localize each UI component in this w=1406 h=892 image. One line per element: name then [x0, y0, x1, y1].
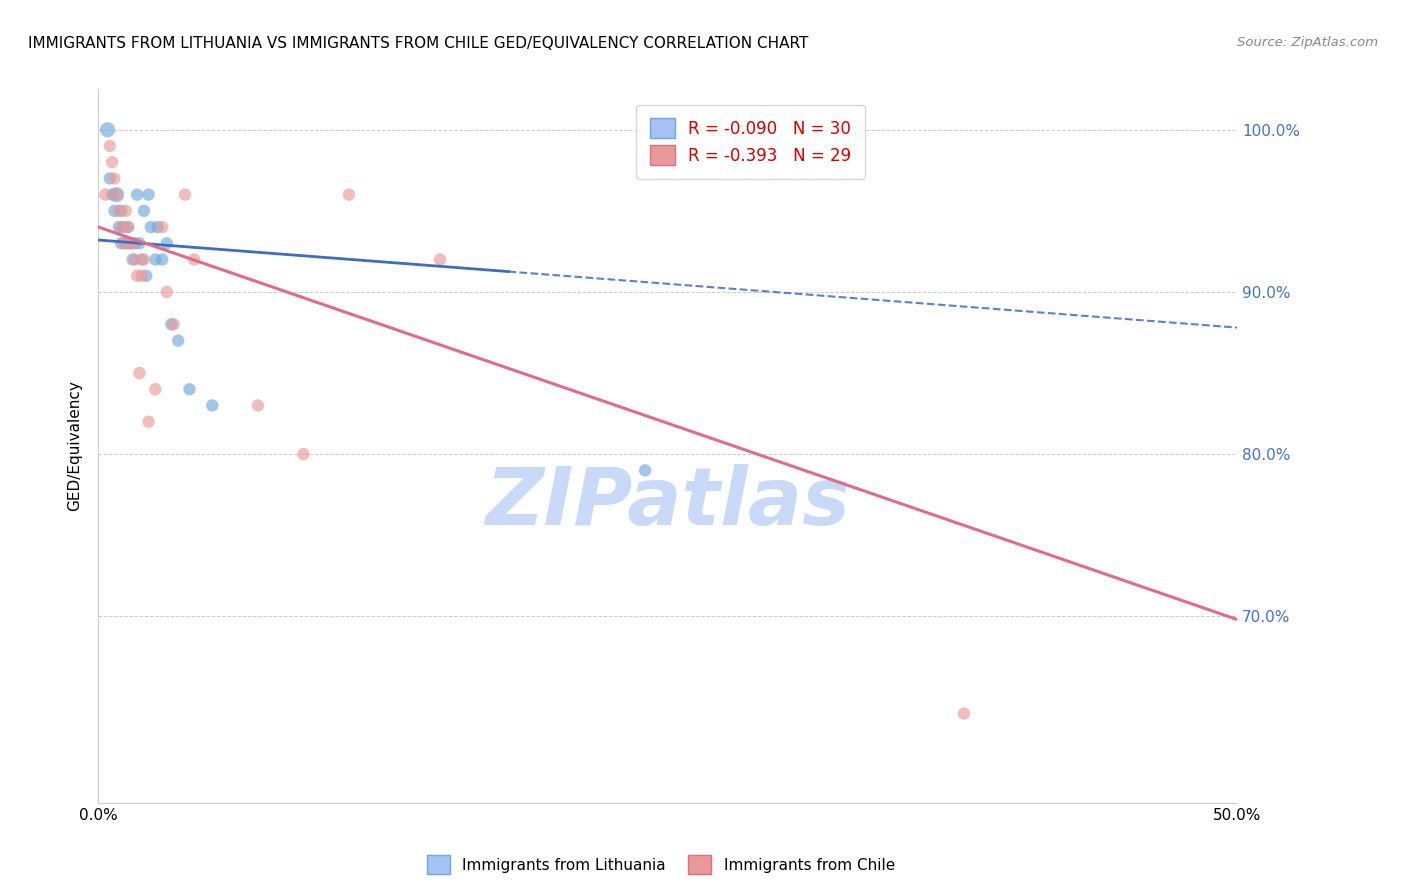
Point — [131, 268, 153, 283]
Point — [128, 366, 150, 380]
Legend: Immigrants from Lithuania, Immigrants from Chile: Immigrants from Lithuania, Immigrants fr… — [420, 849, 901, 880]
Point — [139, 220, 162, 235]
Point — [121, 236, 143, 251]
Point — [292, 447, 315, 461]
Text: IMMIGRANTS FROM LITHUANIA VS IMMIGRANTS FROM CHILE GED/EQUIVALENCY CORRELATION C: IMMIGRANTS FROM LITHUANIA VS IMMIGRANTS … — [28, 36, 808, 51]
Point — [112, 236, 135, 251]
Text: Source: ZipAtlas.com: Source: ZipAtlas.com — [1237, 36, 1378, 49]
Point — [110, 220, 132, 235]
Point — [201, 399, 224, 413]
Point — [108, 203, 131, 218]
Point — [124, 252, 146, 267]
Point — [138, 187, 160, 202]
Point — [179, 382, 201, 396]
Point — [96, 122, 118, 136]
Y-axis label: GED/Equivalency: GED/Equivalency — [67, 381, 83, 511]
Point — [124, 236, 146, 251]
Point — [98, 171, 121, 186]
Point — [150, 252, 173, 267]
Text: ZIPatlas: ZIPatlas — [485, 464, 851, 542]
Point — [634, 463, 657, 477]
Point — [120, 236, 142, 251]
Point — [105, 187, 128, 202]
Point — [128, 236, 150, 251]
Point — [127, 268, 149, 283]
Point — [162, 318, 184, 332]
Point — [94, 187, 117, 202]
Point — [120, 236, 142, 251]
Point — [103, 171, 125, 186]
Point — [127, 187, 149, 202]
Point — [117, 220, 139, 235]
Point — [98, 139, 121, 153]
Point — [953, 706, 976, 721]
Point — [135, 268, 157, 283]
Point — [103, 203, 125, 218]
Point — [117, 220, 139, 235]
Point — [105, 187, 128, 202]
Point — [132, 252, 155, 267]
Point — [145, 382, 167, 396]
Point — [150, 220, 173, 235]
Point — [112, 220, 135, 235]
Point — [108, 220, 131, 235]
Point — [246, 399, 269, 413]
Point — [337, 187, 360, 202]
Point — [167, 334, 190, 348]
Point — [132, 203, 155, 218]
Point — [101, 187, 124, 202]
Point — [156, 236, 179, 251]
Point — [174, 187, 197, 202]
Point — [156, 285, 179, 299]
Point — [110, 236, 132, 251]
Point — [110, 203, 132, 218]
Point — [114, 236, 136, 251]
Point — [131, 252, 153, 267]
Point — [429, 252, 451, 267]
Point — [146, 220, 169, 235]
Point — [145, 252, 167, 267]
Legend: R = -0.090   N = 30, R = -0.393   N = 29: R = -0.090 N = 30, R = -0.393 N = 29 — [637, 104, 865, 178]
Point — [101, 155, 124, 169]
Point — [121, 252, 143, 267]
Point — [114, 203, 136, 218]
Point — [138, 415, 160, 429]
Point — [160, 318, 183, 332]
Point — [183, 252, 205, 267]
